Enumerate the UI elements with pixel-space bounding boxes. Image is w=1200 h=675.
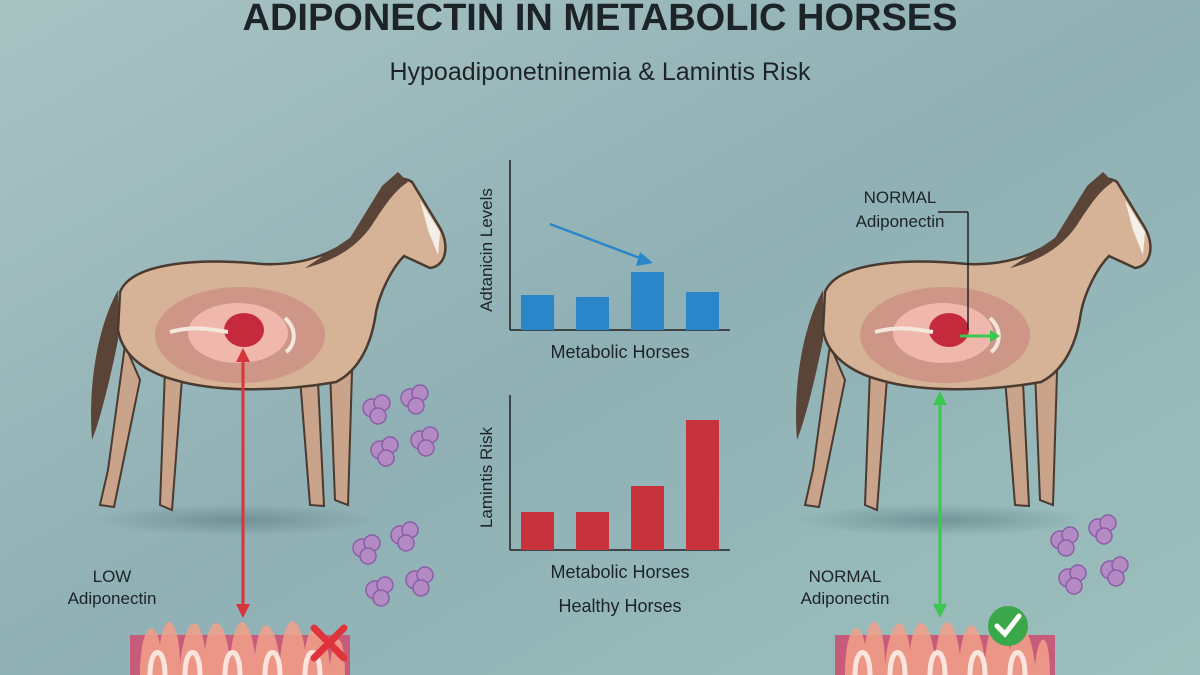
y-axis-label: Lamintis Risk (477, 426, 496, 528)
bar (576, 297, 609, 330)
bar (631, 272, 664, 330)
horse-label: LOW (93, 567, 132, 586)
title: ADIPONECTIN IN METABOLIC HORSES (243, 0, 958, 39)
x-axis-label: Metabolic Horses (550, 562, 689, 582)
horse-label: Adiponectin (801, 589, 890, 608)
trend-arrow (636, 252, 653, 266)
bar (686, 420, 719, 550)
bar (521, 295, 554, 330)
red-arrow (236, 348, 250, 618)
green-arrow (933, 330, 1000, 618)
x-axis-label: Healthy Horses (558, 596, 681, 616)
trend-arrow (549, 222, 646, 262)
bar (631, 486, 664, 550)
callout-label: NORMAL (864, 188, 937, 207)
horse-label: NORMAL (809, 567, 882, 586)
y-axis-label: Adtanicin Levels (477, 188, 496, 312)
bar (686, 292, 719, 330)
cross-icon (310, 624, 348, 662)
subtitle: Hypoadiponetninemia & Lamintis Risk (389, 58, 811, 86)
bar (521, 512, 554, 550)
horse-label: Adiponectin (68, 589, 157, 608)
check-icon (988, 606, 1028, 646)
x-axis-label: Metabolic Horses (550, 342, 689, 362)
callout-label: Adiponectin (856, 212, 945, 231)
bar (576, 512, 609, 550)
